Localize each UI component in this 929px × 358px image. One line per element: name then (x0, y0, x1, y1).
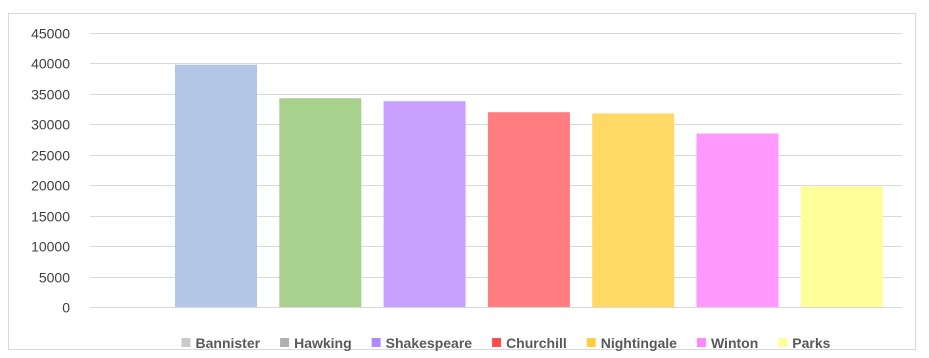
legend-swatch (280, 338, 290, 347)
bar-shakespeare (383, 101, 466, 307)
legend-label: Shakespeare (386, 335, 473, 351)
legend-label: Bannister (196, 335, 261, 351)
y-tick-label: 25000 (31, 148, 70, 164)
legend-item-hawking: Hawking (280, 335, 352, 351)
legend-label: Winton (711, 335, 758, 351)
bar-nightingale (592, 113, 675, 308)
bar-parks (800, 186, 883, 307)
legend-swatch (492, 338, 502, 347)
y-tick-label: 45000 (31, 26, 70, 42)
legend-label: Parks (792, 335, 830, 351)
legend-label: Nightingale (601, 335, 677, 351)
bar-bannister (175, 64, 257, 307)
legend-item-winton: Winton (696, 335, 758, 351)
y-axis-ticks: 0 5000 10000 15000 20000 25000 30000 35000 40000… (31, 26, 70, 316)
y-tick-label: 35000 (31, 87, 70, 103)
legend-swatch (696, 338, 706, 347)
y-tick-label: 5000 (39, 270, 70, 286)
legend-label: Churchill (506, 335, 567, 351)
legend-item-churchill: Churchill (492, 335, 567, 351)
legend-item-parks: Parks (778, 335, 831, 351)
legend: Bannister Hawking Shakespeare Churchill Nigh… (181, 335, 831, 351)
legend-item-nightingale: Nightingale (586, 335, 677, 351)
bar-winton (696, 133, 779, 307)
legend-swatch (778, 338, 788, 347)
bars (175, 64, 883, 308)
y-tick-label: 40000 (31, 56, 70, 72)
y-tick-label: 30000 (31, 117, 70, 133)
legend-label: Hawking (294, 335, 352, 351)
y-tick-label: 10000 (31, 239, 70, 255)
legend-swatch (371, 338, 381, 347)
y-tick-label: 15000 (31, 209, 70, 225)
legend-item-bannister: Bannister (181, 335, 261, 351)
legend-item-shakespeare: Shakespeare (371, 335, 473, 351)
legend-swatch (586, 338, 596, 347)
legend-swatch (181, 338, 191, 347)
y-tick-label: 0 (62, 300, 70, 316)
y-tick-label: 20000 (31, 178, 70, 194)
bar-churchill (487, 112, 570, 307)
bar-hawking (279, 98, 362, 307)
